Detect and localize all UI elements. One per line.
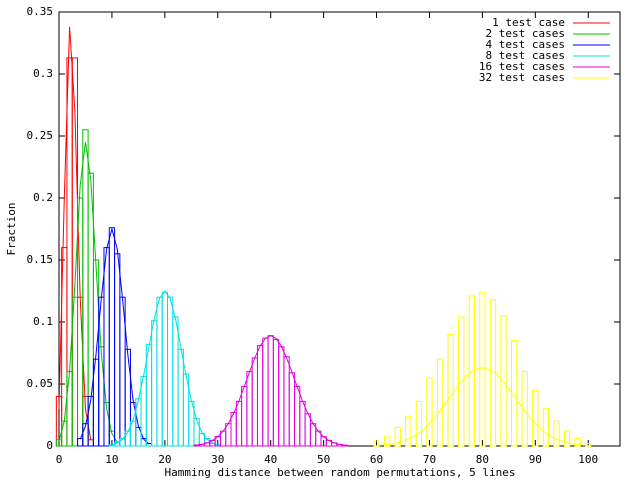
histogram-step bbox=[373, 440, 380, 447]
histogram-step bbox=[563, 430, 571, 447]
histogram-step bbox=[341, 444, 348, 447]
x-tick-label: 70 bbox=[423, 453, 436, 466]
y-tick-label: 0.3 bbox=[33, 67, 53, 80]
y-tick-label: 0.05 bbox=[27, 377, 54, 390]
x-tick-label: 80 bbox=[476, 453, 489, 466]
legend-label: 16 test cases bbox=[479, 60, 565, 73]
histogram-step bbox=[468, 295, 475, 447]
y-axis-label: Fraction bbox=[5, 203, 18, 256]
expected-line bbox=[79, 227, 150, 445]
legend-label: 2 test cases bbox=[486, 27, 565, 40]
x-tick-label: 30 bbox=[211, 453, 224, 466]
histogram-step bbox=[405, 415, 412, 447]
legend-label: 4 test cases bbox=[486, 38, 565, 51]
x-tick-label: 10 bbox=[105, 453, 118, 466]
expected-line bbox=[376, 367, 589, 447]
histogram-step bbox=[479, 291, 486, 447]
expected-line bbox=[58, 142, 118, 443]
y-tick-label: 0.35 bbox=[27, 5, 54, 18]
y-tick-label: 0.15 bbox=[27, 253, 54, 266]
histogram-step bbox=[574, 438, 581, 447]
histogram-step bbox=[542, 408, 550, 447]
histogram-step bbox=[532, 389, 539, 447]
histogram-step bbox=[383, 435, 391, 447]
x-tick-label: 90 bbox=[529, 453, 542, 466]
histogram-step bbox=[394, 426, 401, 447]
histogram-step bbox=[447, 333, 454, 447]
histogram-step bbox=[489, 299, 497, 447]
x-axis-label: Hamming distance between random permutat… bbox=[165, 466, 516, 479]
histogram-step bbox=[521, 371, 528, 447]
y-tick-label: 0.1 bbox=[33, 315, 53, 328]
histogram-step bbox=[426, 377, 433, 447]
expected-line bbox=[111, 290, 218, 446]
histogram-step bbox=[585, 443, 592, 447]
x-tick-label: 40 bbox=[264, 453, 277, 466]
y-tick-label: 0.25 bbox=[27, 129, 54, 142]
x-tick-label: 50 bbox=[317, 453, 330, 466]
legend-label: 32 test cases bbox=[479, 71, 565, 84]
x-tick-label: 20 bbox=[158, 453, 171, 466]
histogram-step bbox=[436, 358, 444, 447]
expected-line bbox=[196, 335, 345, 446]
histogram-step bbox=[500, 315, 507, 447]
legend-label: 1 test case bbox=[492, 16, 565, 29]
histogram-step bbox=[553, 420, 560, 447]
legend-label: 8 test cases bbox=[486, 49, 565, 62]
x-tick-label: 0 bbox=[56, 453, 63, 466]
histogram-step bbox=[458, 316, 465, 447]
histogram-step bbox=[415, 400, 423, 447]
x-tick-label: 60 bbox=[370, 453, 383, 466]
y-tick-label: 0.2 bbox=[33, 191, 53, 204]
expected-line bbox=[58, 26, 92, 440]
x-tick-label: 100 bbox=[578, 453, 598, 466]
y-tick-label: 0 bbox=[46, 439, 53, 452]
